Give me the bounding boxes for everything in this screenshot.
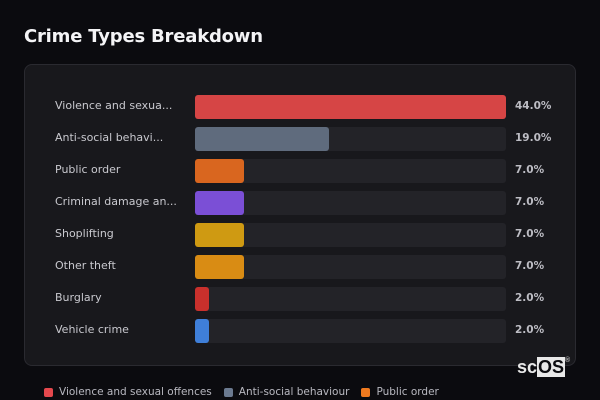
- bar-fill[interactable]: [195, 319, 210, 343]
- bar-value: 2.0%: [515, 292, 545, 304]
- legend-item[interactable]: Violence and sexual offences: [44, 386, 212, 398]
- bar-track: [195, 191, 506, 215]
- bar-value: 44.0%: [515, 100, 552, 112]
- bar-row[interactable]: Other theft 7.0%: [25, 255, 575, 279]
- bar-value: 7.0%: [515, 196, 545, 208]
- bar-fill[interactable]: [195, 95, 506, 119]
- legend-swatch-icon: [361, 387, 371, 397]
- bar-label: Vehicle crime: [55, 323, 129, 336]
- bar-fill[interactable]: [195, 255, 245, 279]
- bar-value: 19.0%: [515, 132, 552, 144]
- legend-swatch-icon: [44, 387, 53, 397]
- bar-row[interactable]: Shoplifting 7.0%: [25, 223, 575, 247]
- watermark-logo: scOS®: [517, 357, 570, 378]
- bar-label: Criminal damage an...: [55, 195, 177, 208]
- legend-label: Public order: [376, 386, 439, 398]
- legend-item[interactable]: Public order: [361, 386, 439, 398]
- legend-item[interactable]: Anti-social behaviour: [223, 386, 350, 398]
- bar-label: Public order: [55, 163, 121, 176]
- bar-label: Violence and sexua...: [55, 99, 173, 112]
- legend-label: Violence and sexual offences: [59, 386, 212, 398]
- bar-track: [195, 287, 506, 311]
- bar-row[interactable]: Criminal damage an... 7.0%: [25, 191, 575, 215]
- bar-value: 2.0%: [515, 324, 545, 336]
- bar-value: 7.0%: [515, 228, 545, 240]
- bar-fill[interactable]: [195, 191, 245, 215]
- bar-track: [195, 255, 506, 279]
- bar-row[interactable]: Public order 7.0%: [25, 159, 575, 183]
- bar-row[interactable]: Anti-social behavi... 19.0%: [25, 127, 575, 151]
- bar-label: Shoplifting: [55, 227, 114, 240]
- legend: Violence and sexual offences Anti-social …: [44, 386, 439, 398]
- bar-row[interactable]: Vehicle crime 2.0%: [25, 319, 575, 343]
- legend-swatch-icon: [223, 387, 233, 397]
- bar-fill[interactable]: [195, 127, 330, 151]
- bar-value: 7.0%: [515, 164, 545, 176]
- legend-label: Anti-social behaviour: [238, 386, 350, 398]
- bar-label: Burglary: [55, 291, 102, 304]
- bar-track: [195, 95, 506, 119]
- bar-track: [195, 223, 506, 247]
- bar-fill[interactable]: [195, 159, 245, 183]
- bar-fill[interactable]: [195, 287, 210, 311]
- watermark-box: OS: [537, 357, 566, 377]
- registered-mark: ®: [565, 357, 571, 364]
- bar-track: [195, 159, 506, 183]
- chart-card: Violence and sexua... 44.0% Anti-social be…: [24, 64, 576, 366]
- bar-value: 7.0%: [515, 260, 545, 272]
- bar-label: Anti-social behavi...: [55, 131, 164, 144]
- bar-track: [195, 319, 506, 343]
- bar-row[interactable]: Burglary 2.0%: [25, 287, 575, 311]
- bar-track: [195, 127, 506, 151]
- bar-label: Other theft: [55, 259, 116, 272]
- bar-row[interactable]: Violence and sexua... 44.0%: [25, 95, 575, 119]
- watermark-text: sc: [517, 357, 538, 377]
- bar-fill[interactable]: [195, 223, 245, 247]
- chart-title: Crime Types Breakdown: [24, 26, 263, 47]
